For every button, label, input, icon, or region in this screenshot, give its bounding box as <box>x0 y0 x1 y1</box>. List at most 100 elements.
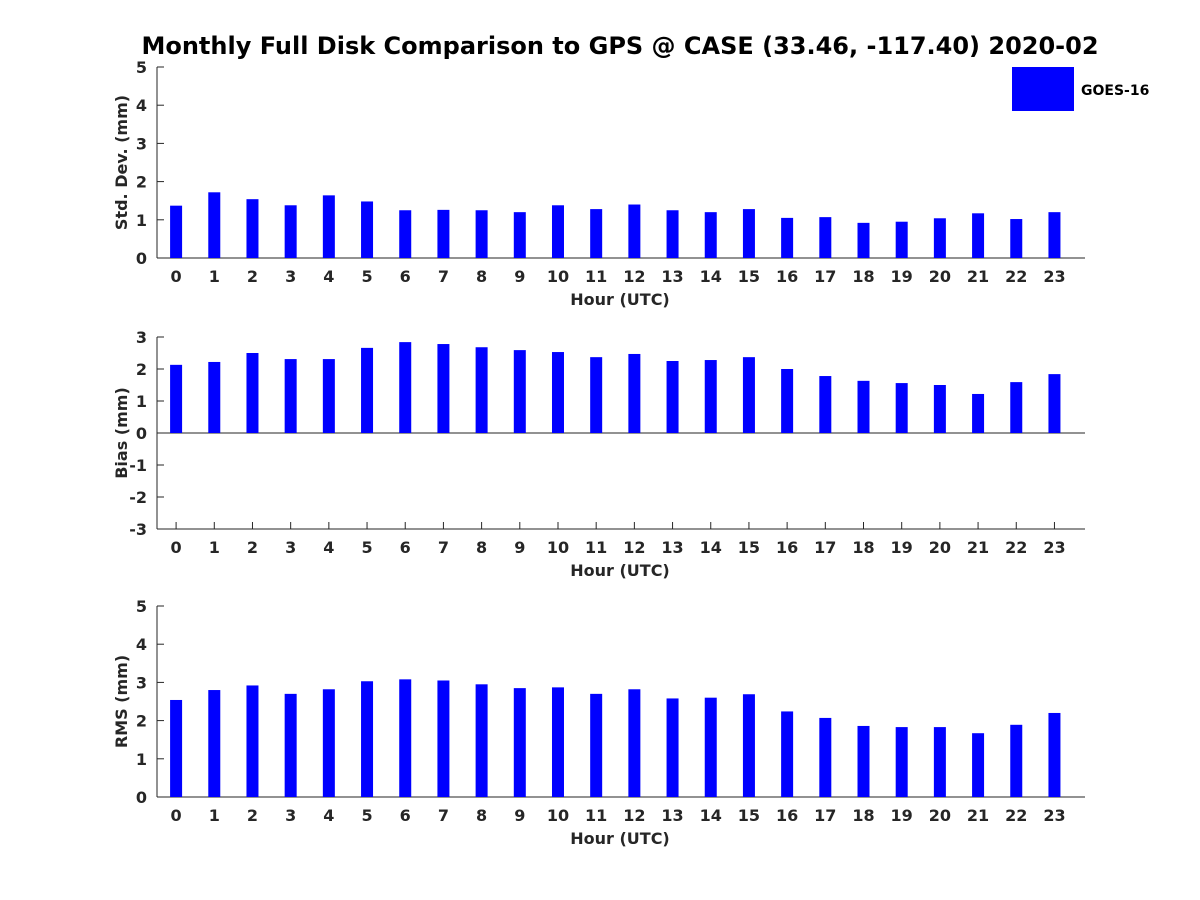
bar-rms <box>246 685 259 797</box>
bar-std-dev <box>781 217 794 258</box>
x-tick-label-rms: 17 <box>814 806 836 825</box>
x-tick-label-std-dev: 12 <box>623 267 645 286</box>
bar-bias <box>781 369 794 433</box>
bar-rms <box>1010 724 1023 797</box>
bar-std-dev <box>628 204 641 258</box>
x-tick-label-std-dev: 10 <box>547 267 569 286</box>
x-tick-label-bias: 14 <box>700 538 722 557</box>
x-tick-label-rms: 6 <box>400 806 411 825</box>
bar-bias <box>551 352 564 433</box>
bar-rms <box>399 679 412 797</box>
x-tick-label-bias: 9 <box>514 538 525 557</box>
bar-rms <box>628 689 641 797</box>
x-tick-label-rms: 18 <box>852 806 874 825</box>
bar-std-dev <box>590 209 603 258</box>
y-tick-label-rms: 1 <box>136 750 147 769</box>
bar-rms <box>933 727 946 797</box>
bar-bias <box>399 342 412 433</box>
bar-std-dev <box>246 199 259 258</box>
x-tick-label-rms: 2 <box>247 806 258 825</box>
bar-std-dev <box>208 192 221 258</box>
x-tick-label-std-dev: 22 <box>1005 267 1027 286</box>
bar-rms <box>972 733 985 797</box>
bar-bias <box>742 357 755 433</box>
x-tick-label-bias: 15 <box>738 538 760 557</box>
bar-bias <box>513 350 526 433</box>
x-tick-label-rms: 5 <box>361 806 372 825</box>
x-tick-label-std-dev: 14 <box>700 267 722 286</box>
bar-bias <box>628 353 641 433</box>
bar-std-dev <box>704 212 717 258</box>
bar-std-dev <box>361 201 374 258</box>
bar-std-dev <box>819 217 832 258</box>
y-tick-label-rms: 2 <box>136 712 147 731</box>
bar-bias <box>1010 382 1023 433</box>
x-tick-label-std-dev: 5 <box>361 267 372 286</box>
x-tick-label-bias: 11 <box>585 538 607 557</box>
x-tick-label-bias: 5 <box>361 538 372 557</box>
x-tick-label-rms: 13 <box>661 806 683 825</box>
bar-bias <box>170 364 183 433</box>
x-tick-label-bias: 2 <box>247 538 258 557</box>
bar-bias <box>475 347 488 433</box>
x-tick-label-std-dev: 1 <box>209 267 220 286</box>
x-tick-label-bias: 1 <box>209 538 220 557</box>
y-tick-label-rms: 5 <box>136 597 147 616</box>
x-tick-label-std-dev: 2 <box>247 267 258 286</box>
x-tick-label-rms: 14 <box>700 806 722 825</box>
x-tick-label-rms: 19 <box>891 806 913 825</box>
bar-rms <box>742 694 755 797</box>
y-tick-label-bias: -2 <box>129 488 147 507</box>
x-tick-label-std-dev: 8 <box>476 267 487 286</box>
x-tick-label-rms: 23 <box>1043 806 1065 825</box>
bar-std-dev <box>475 210 488 258</box>
x-tick-label-rms: 4 <box>323 806 334 825</box>
bar-std-dev <box>933 218 946 258</box>
bar-bias <box>590 357 603 433</box>
legend-label: GOES-16 <box>1081 83 1149 99</box>
bar-bias <box>208 361 221 433</box>
x-tick-label-rms: 16 <box>776 806 798 825</box>
figure-title: Monthly Full Disk Comparison to GPS @ CA… <box>141 32 1098 60</box>
x-tick-label-std-dev: 23 <box>1043 267 1065 286</box>
x-tick-label-bias: 13 <box>661 538 683 557</box>
bar-bias <box>284 359 297 433</box>
x-tick-label-rms: 10 <box>547 806 569 825</box>
bar-rms <box>781 711 794 797</box>
bar-rms <box>361 681 374 797</box>
bar-rms <box>704 697 717 797</box>
x-tick-label-rms: 15 <box>738 806 760 825</box>
bar-std-dev <box>322 195 335 258</box>
bar-std-dev <box>551 205 564 258</box>
bar-rms <box>322 689 335 797</box>
bar-rms <box>551 687 564 797</box>
x-tick-label-bias: 4 <box>323 538 334 557</box>
y-tick-label-bias: -1 <box>129 456 147 475</box>
bar-rms <box>895 727 908 797</box>
x-tick-label-rms: 22 <box>1005 806 1027 825</box>
x-tick-label-bias: 18 <box>852 538 874 557</box>
x-tick-label-std-dev: 19 <box>891 267 913 286</box>
y-tick-label-std-dev: 4 <box>136 96 147 115</box>
bar-rms <box>590 693 603 797</box>
x-tick-label-bias: 8 <box>476 538 487 557</box>
bar-bias <box>704 360 717 433</box>
x-tick-label-std-dev: 4 <box>323 267 334 286</box>
bar-std-dev <box>857 222 870 258</box>
bar-std-dev <box>895 221 908 258</box>
x-tick-label-rms: 9 <box>514 806 525 825</box>
bar-rms <box>208 690 221 797</box>
y-tick-label-std-dev: 3 <box>136 134 147 153</box>
x-tick-label-std-dev: 20 <box>929 267 951 286</box>
x-tick-label-std-dev: 11 <box>585 267 607 286</box>
bar-bias <box>1048 374 1061 433</box>
y-axis-label-bias: Bias (mm) <box>112 387 131 479</box>
bar-bias <box>437 344 450 433</box>
x-axis-label-rms: Hour (UTC) <box>570 829 670 848</box>
y-tick-label-bias: 0 <box>136 424 147 443</box>
bar-rms <box>513 688 526 797</box>
bar-rms <box>284 693 297 797</box>
x-tick-label-bias: 0 <box>171 538 182 557</box>
bar-rms <box>475 684 488 797</box>
x-tick-label-std-dev: 16 <box>776 267 798 286</box>
